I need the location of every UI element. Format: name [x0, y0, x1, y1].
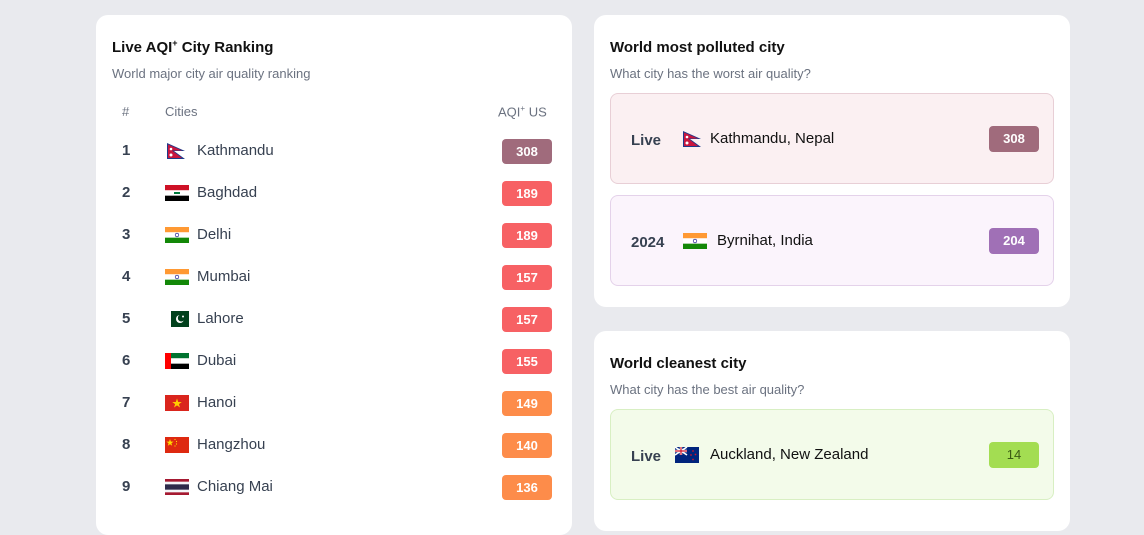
thailand-flag-icon — [165, 479, 189, 495]
city-name[interactable]: Hangzhou — [197, 436, 266, 453]
aqi-badge: 149 — [502, 391, 552, 416]
india-flag-icon — [165, 227, 189, 243]
most-polluted-card: World most polluted city What city has t… — [594, 15, 1070, 307]
aqi-badge: 136 — [502, 475, 552, 500]
city-name[interactable]: Mumbai — [197, 268, 251, 285]
ranking-row[interactable]: 6 Dubai 155 — [96, 340, 572, 382]
city-name[interactable]: Kathmandu — [197, 142, 274, 159]
rank-number: 1 — [122, 142, 131, 159]
aqi-badge: 155 — [502, 349, 552, 374]
aqi-badge: 157 — [502, 265, 552, 290]
aqi-badge: 157 — [502, 307, 552, 332]
ranking-title: Live AQI+ City Ranking — [112, 38, 274, 56]
ranking-row[interactable]: 9 Chiang Mai 136 — [96, 466, 572, 508]
polluted-subtitle: What city has the worst air quality? — [610, 66, 811, 81]
city-name[interactable]: Chiang Mai — [197, 478, 273, 495]
city-name: Byrnihat, India — [717, 232, 813, 249]
cleanest-card: World cleanest city What city has the be… — [594, 331, 1070, 531]
ranking-row[interactable]: 5 Lahore 157 — [96, 298, 572, 340]
ranking-subtitle: World major city air quality ranking — [112, 66, 311, 81]
col-city-header: Cities — [165, 104, 198, 119]
rank-number: 8 — [122, 436, 131, 453]
city-name: Auckland, New Zealand — [710, 446, 869, 463]
col-aqi-header: AQI+ US — [498, 104, 547, 120]
cleanest-title: World cleanest city — [610, 355, 747, 372]
aqi-badge: 140 — [502, 433, 552, 458]
aqi-badge: 189 — [502, 223, 552, 248]
period-label: 2024 — [631, 234, 665, 251]
rank-number: 6 — [122, 352, 131, 369]
aqi-badge: 308 — [502, 139, 552, 164]
uae-flag-icon — [165, 353, 189, 369]
ranking-row[interactable]: 8 Hangzhou 140 — [96, 424, 572, 466]
aqi-badge: 189 — [502, 181, 552, 206]
period-label: Live — [631, 448, 662, 465]
pakistan-flag-icon — [165, 311, 189, 327]
rank-number: 2 — [122, 184, 131, 201]
ranking-row[interactable]: 4 Mumbai 157 — [96, 256, 572, 298]
period-label: Live — [631, 132, 662, 149]
india-flag-icon — [683, 233, 707, 249]
vietnam-flag-icon — [165, 395, 189, 411]
city-name[interactable]: Delhi — [197, 226, 232, 243]
ranking-row[interactable]: 2 Baghdad 189 — [96, 172, 572, 214]
cleanest-live-item[interactable]: Live Auckland, New Zealand 14 — [610, 409, 1054, 500]
aqi-badge: 308 — [989, 126, 1039, 152]
cleanest-subtitle: What city has the best air quality? — [610, 382, 805, 397]
city-name: Kathmandu, Nepal — [710, 130, 835, 147]
polluted-2024-item[interactable]: 2024 Byrnihat, India 204 — [610, 195, 1054, 286]
col-rank-header: # — [122, 104, 130, 119]
ranking-row[interactable]: 3 Delhi 189 — [96, 214, 572, 256]
china-flag-icon — [165, 437, 189, 453]
city-name[interactable]: Baghdad — [197, 184, 258, 201]
city-name[interactable]: Dubai — [197, 352, 237, 369]
ranking-row[interactable]: 1 Kathmandu 308 — [96, 130, 572, 172]
rank-number: 9 — [122, 478, 131, 495]
rank-number: 7 — [122, 394, 131, 411]
rank-number: 5 — [122, 310, 131, 327]
polluted-live-item[interactable]: Live Kathmandu, Nepal 308 — [610, 93, 1054, 184]
aqi-badge: 14 — [989, 442, 1039, 468]
rank-number: 4 — [122, 268, 131, 285]
aqi-badge: 204 — [989, 228, 1039, 254]
nepal-flag-icon — [165, 143, 189, 159]
city-ranking-card: Live AQI+ City Ranking World major city … — [96, 15, 572, 535]
polluted-title: World most polluted city — [610, 39, 785, 56]
india-flag-icon — [165, 269, 189, 285]
city-name[interactable]: Lahore — [197, 310, 244, 327]
new-zealand-flag-icon — [674, 446, 699, 463]
ranking-row[interactable]: 7 Hanoi 149 — [96, 382, 572, 424]
nepal-flag-icon — [681, 131, 705, 147]
rank-number: 3 — [122, 226, 131, 243]
city-name[interactable]: Hanoi — [197, 394, 237, 411]
iraq-flag-icon — [165, 185, 189, 201]
